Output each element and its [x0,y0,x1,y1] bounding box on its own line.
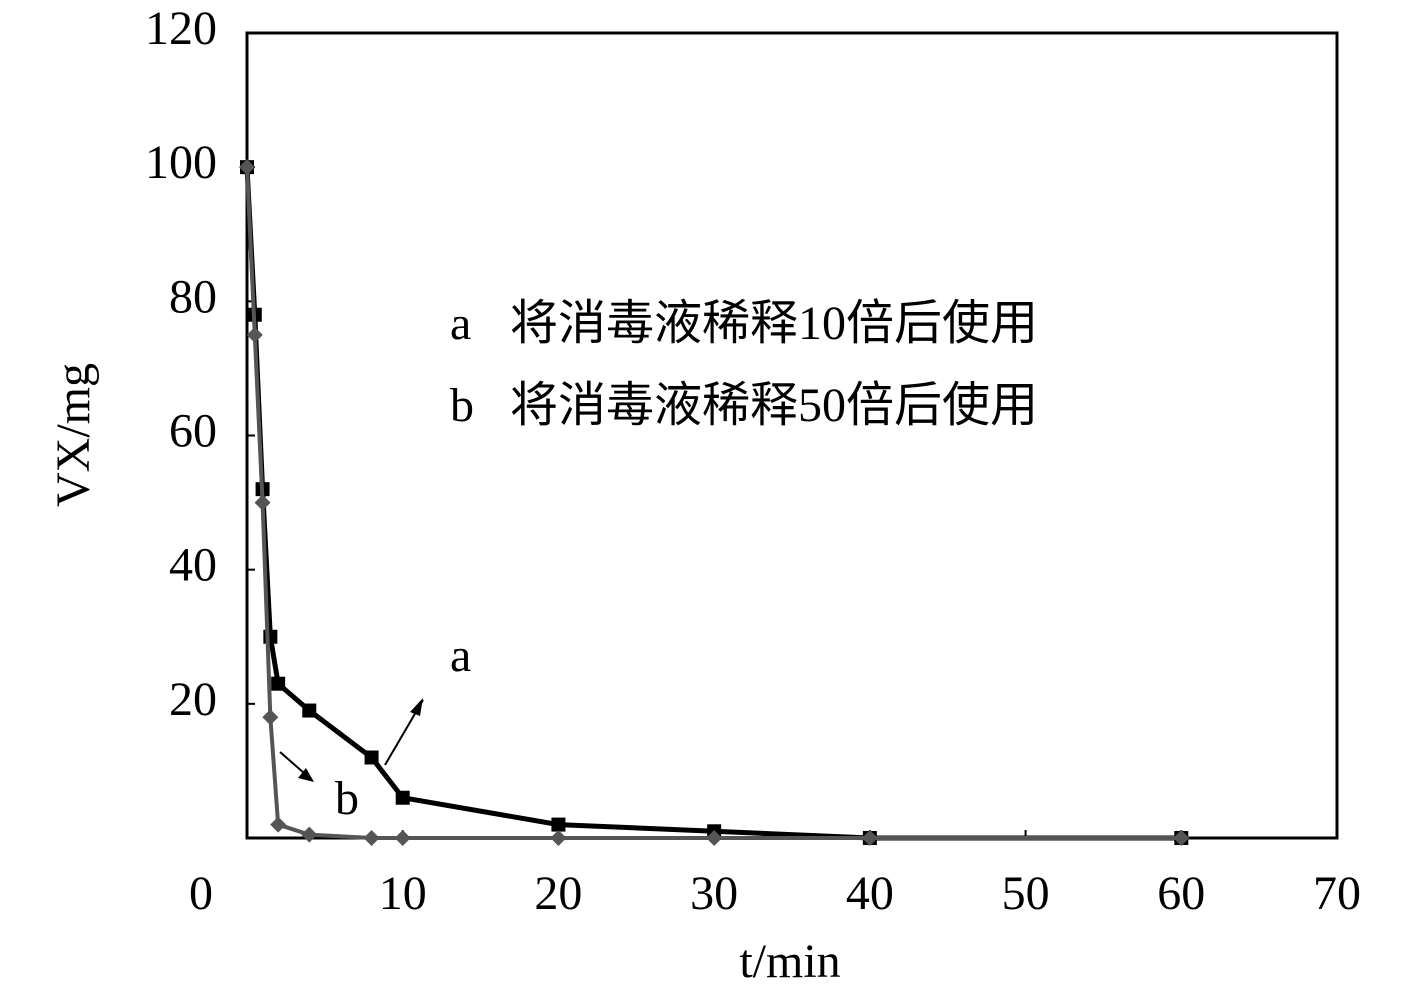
marker [271,676,286,691]
x-tick-label: 10 [379,867,427,920]
y-tick-label: 80 [169,270,217,323]
marker [395,790,410,805]
marker [363,830,380,846]
marker [302,703,317,718]
x-tick-label: 70 [1313,867,1361,920]
annotation: b [335,772,359,825]
x-axis-label: t/min [739,935,840,988]
marker [270,816,287,833]
marker [394,830,411,846]
marker [551,817,566,832]
series-line [245,167,1182,840]
marker [364,750,379,765]
x-tick-label: 60 [1157,867,1205,920]
y-axis-label: VX/mg [47,363,100,507]
marker [301,826,318,843]
legend-label: b [450,379,474,432]
marker [254,494,271,511]
marker [861,830,878,846]
annotation-arrowhead [298,768,314,782]
y-tick-label: 100 [145,136,217,189]
marker [246,326,263,343]
y-tick-label: 60 [169,405,217,458]
x-tick-label: 40 [846,867,894,920]
y-tick-label: 40 [169,539,217,592]
marker [706,830,723,846]
x-tick-label: 30 [690,867,738,920]
x-tick-label: 50 [1002,867,1050,920]
annotation-arrowhead [410,698,423,716]
annotation: a [450,629,471,682]
x-tick-label: 0 [189,867,213,920]
y-tick-label: 120 [145,2,217,55]
legend-label: a [450,297,471,350]
x-tick-label: 20 [534,867,582,920]
y-tick-label: 20 [169,673,217,726]
legend-entry: 将消毒液稀释10倍后使用 [510,297,1038,350]
marker [550,830,567,846]
legend-entry: 将消毒液稀释50倍后使用 [510,379,1038,432]
series-line [244,167,1182,841]
marker [239,159,255,176]
plot-frame [245,31,1339,840]
marker [262,709,279,726]
marker [1173,830,1190,846]
